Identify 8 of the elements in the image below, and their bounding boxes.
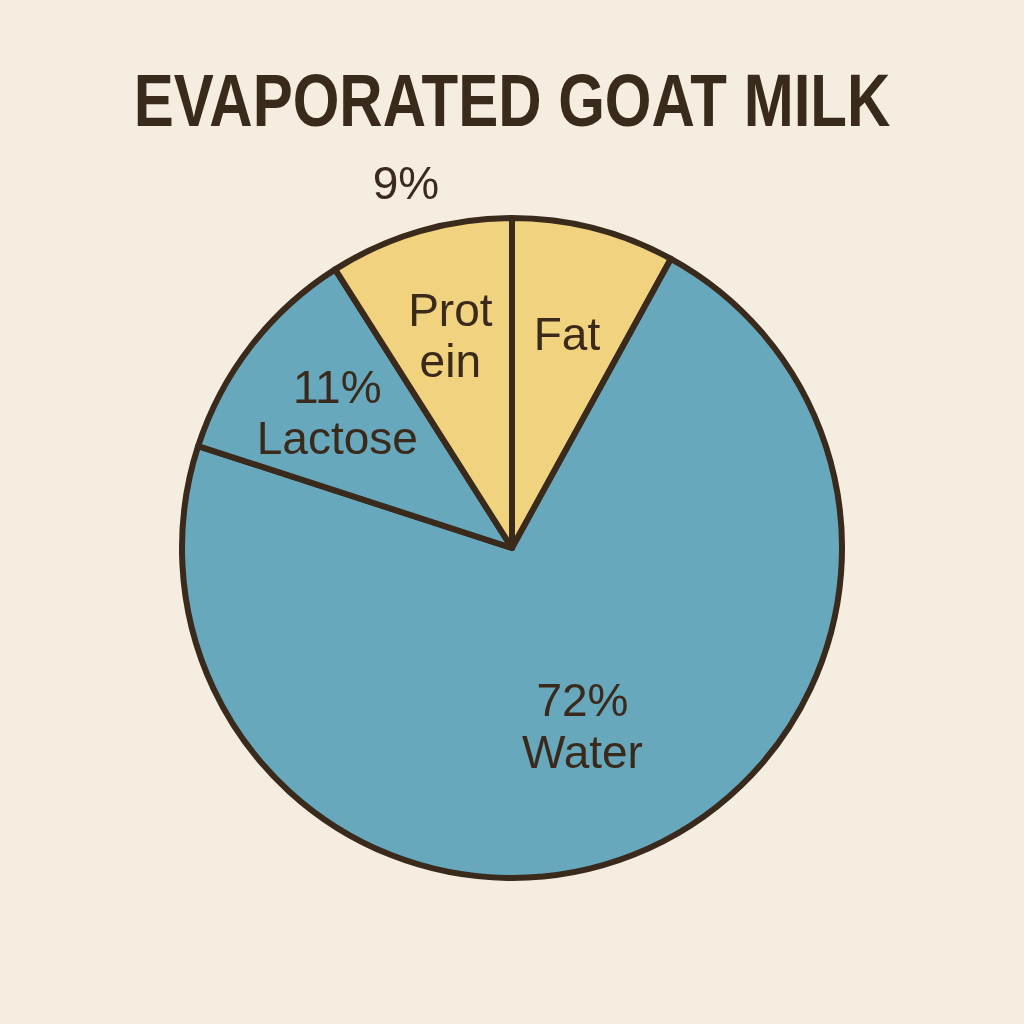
slice-label: Water xyxy=(521,725,643,778)
data-label: 9% xyxy=(372,157,440,210)
slice-label: Prot ein xyxy=(408,283,493,388)
slice-label: Fat xyxy=(533,307,601,360)
data-label: 72% xyxy=(536,674,629,727)
data-label: 11% xyxy=(292,360,382,413)
chart-title: EVAPORATED GOAT MILK xyxy=(133,58,891,142)
slice-label: Lactose xyxy=(256,412,418,465)
